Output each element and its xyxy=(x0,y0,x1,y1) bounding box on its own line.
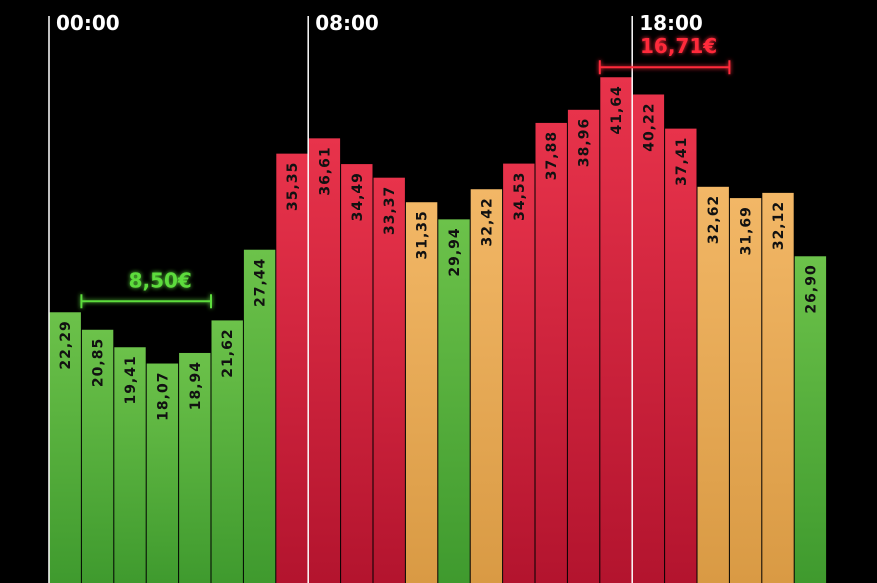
bar-13 xyxy=(470,189,503,583)
bar-value-label: 29,94 xyxy=(447,227,463,276)
bar-11 xyxy=(405,202,438,583)
bar-value-label: 38,96 xyxy=(577,118,593,167)
bar-value-label: 41,64 xyxy=(609,85,625,134)
bar-21 xyxy=(729,198,762,583)
bar-value-label: 32,42 xyxy=(479,197,495,246)
bar-6 xyxy=(243,249,276,583)
bar-7 xyxy=(276,153,308,583)
bar-3 xyxy=(146,363,179,583)
bar-value-label: 32,62 xyxy=(706,195,722,244)
bar-15 xyxy=(535,122,567,583)
bar-17 xyxy=(600,77,632,583)
range-annotation-label: 16,71€ xyxy=(640,34,717,58)
bar-14 xyxy=(503,163,535,583)
bar-2 xyxy=(114,347,146,583)
bar-19 xyxy=(665,128,697,583)
bar-value-label: 34,53 xyxy=(512,172,528,221)
bar-value-label: 20,85 xyxy=(91,338,107,387)
bar-4 xyxy=(179,352,211,583)
bar-10 xyxy=(373,177,405,583)
bar-value-label: 32,12 xyxy=(771,201,787,250)
annotations-group: 8,50€ 16,71€ xyxy=(80,34,731,309)
bar-1 xyxy=(81,329,114,583)
bar-16 xyxy=(567,109,600,583)
bar-value-label: 21,62 xyxy=(220,328,236,377)
bar-value-label: 19,41 xyxy=(123,355,139,404)
bar-0 xyxy=(49,312,81,583)
range-annotation-green: 8,50€ xyxy=(80,268,212,309)
bar-8 xyxy=(308,138,341,583)
bar-value-label: 26,90 xyxy=(803,264,819,313)
bar-value-label: 22,29 xyxy=(58,320,74,369)
bar-value-label: 34,49 xyxy=(350,172,366,221)
bar-value-label: 37,88 xyxy=(544,131,560,180)
range-annotation-red: 16,71€ xyxy=(598,34,731,75)
bar-20 xyxy=(697,186,729,583)
bar-value-label: 33,37 xyxy=(382,186,398,235)
bar-23 xyxy=(794,256,827,583)
bar-5 xyxy=(211,320,243,583)
bar-value-label: 35,35 xyxy=(285,162,301,211)
bar-value-label: 18,07 xyxy=(155,372,171,421)
time-markers-group: 00:00 08:00 18:00 xyxy=(48,11,703,583)
bars-group: 22,29 20,85 19,41 18,07 18,94 21,62 27,44 35,35… xyxy=(49,77,827,583)
bar-value-label: 18,94 xyxy=(188,361,204,410)
bar-value-label: 36,61 xyxy=(317,146,333,195)
bar-12 xyxy=(438,219,470,583)
time-marker-label: 08:00 xyxy=(315,11,379,35)
time-marker-label: 18:00 xyxy=(639,11,703,35)
range-annotation-label: 8,50€ xyxy=(129,268,192,292)
bar-18 xyxy=(632,94,665,583)
bar-value-label: 31,69 xyxy=(739,206,755,255)
time-marker-label: 00:00 xyxy=(56,11,120,35)
bar-value-label: 40,22 xyxy=(641,102,657,151)
bar-value-label: 27,44 xyxy=(253,258,269,307)
bar-value-label: 37,41 xyxy=(674,137,690,186)
bar-9 xyxy=(341,164,373,583)
bar-value-label: 31,35 xyxy=(415,210,431,259)
bar-22 xyxy=(762,192,794,583)
